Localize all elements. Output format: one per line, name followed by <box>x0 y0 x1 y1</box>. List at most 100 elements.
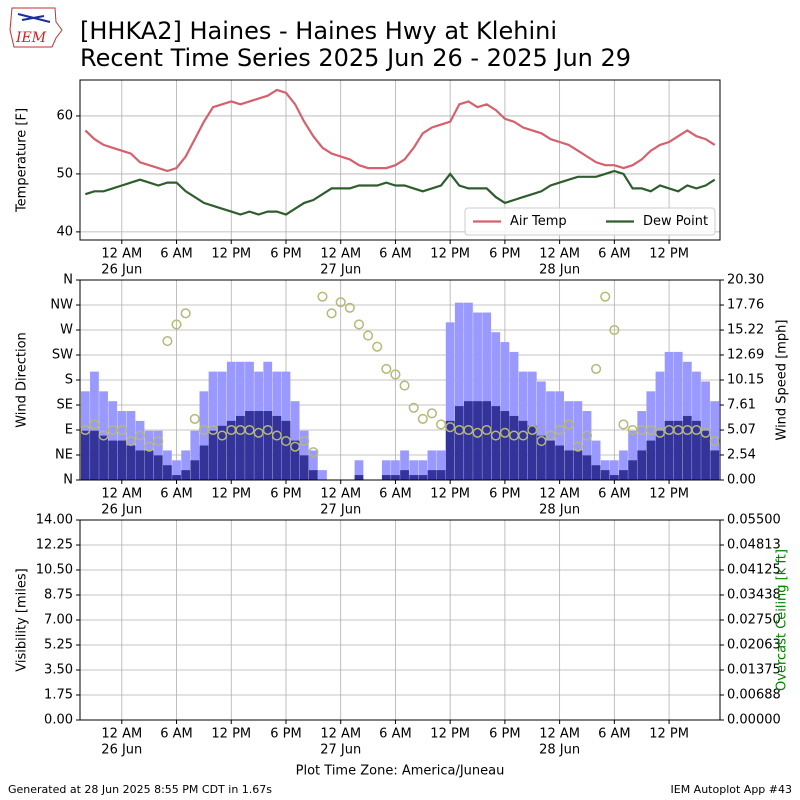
bar <box>701 430 710 480</box>
point <box>116 424 127 436</box>
x-date-label: 28 Jun <box>539 263 580 278</box>
bar <box>409 475 419 480</box>
y2-tick-label: 0.04813 <box>727 538 781 553</box>
y-tick-label: 10.50 <box>36 563 73 578</box>
bar <box>181 450 191 480</box>
bar <box>381 460 391 480</box>
bar <box>117 440 127 480</box>
x-date-label: 28 Jun <box>539 743 580 758</box>
bar <box>208 430 218 480</box>
panel: 12 AM 6 AM 12 PM 6 PM 12 AM 6 AM 12 PM 6 PM 12 A… <box>15 513 790 779</box>
bar <box>473 401 482 480</box>
point <box>317 291 328 302</box>
bar <box>299 455 309 480</box>
bar <box>427 450 437 480</box>
y-tick-label: 60 <box>56 108 73 123</box>
bar <box>473 312 482 480</box>
bar <box>500 411 510 480</box>
x-tick-label: 6 AM <box>160 487 193 502</box>
bar <box>673 420 683 480</box>
bar <box>609 475 619 480</box>
bar <box>582 455 592 480</box>
point <box>262 424 273 436</box>
point <box>581 430 593 441</box>
x-tick-label: 12 AM <box>539 247 580 262</box>
bar <box>172 475 181 480</box>
bar <box>391 475 400 480</box>
point <box>481 424 492 436</box>
point <box>554 424 565 436</box>
point <box>153 436 164 447</box>
x-date-label: 27 Jun <box>320 263 361 278</box>
title-line: Recent Time Series 2025 Jun 26 - 2025 Ju… <box>80 44 631 72</box>
bar <box>454 302 464 480</box>
y2-tick-label: 0.05500 <box>727 513 781 528</box>
y2-tick-label: 0.00000 <box>727 713 781 728</box>
x-tick-label: 6 PM <box>489 487 520 502</box>
x-tick-label: 12 AM <box>320 727 361 742</box>
line <box>84 88 716 173</box>
bar <box>555 391 564 480</box>
bar <box>628 460 637 480</box>
point <box>399 380 410 391</box>
bar <box>509 415 519 480</box>
bar <box>664 351 674 480</box>
plot-frame <box>79 79 721 241</box>
bar <box>637 411 647 480</box>
point <box>700 427 711 438</box>
y-tick-label: 0.00 <box>44 713 73 728</box>
x-tick-label: 12 PM <box>430 247 470 262</box>
bar <box>628 430 637 480</box>
logo-text: IEM <box>15 30 47 46</box>
bar <box>582 411 592 480</box>
point <box>618 419 629 430</box>
point <box>308 447 319 458</box>
point <box>600 291 611 302</box>
x-tick-label: 6 AM <box>160 247 193 262</box>
bar <box>482 401 492 480</box>
bar <box>409 460 419 480</box>
point <box>445 422 456 433</box>
point <box>381 363 392 374</box>
y-tick-label: 7.00 <box>44 613 73 628</box>
point <box>144 441 155 452</box>
bar <box>518 420 528 480</box>
x-tick-label: 6 AM <box>160 727 193 742</box>
bar <box>135 450 145 480</box>
bar <box>245 411 254 480</box>
bar <box>354 460 364 480</box>
legend: Air Temp Dew Point <box>464 207 716 236</box>
y-axis-label: Wind Direction <box>15 332 30 428</box>
series-group <box>84 88 716 216</box>
x-tick-label: 12 AM <box>320 247 361 262</box>
point <box>490 430 501 441</box>
x-tick-label: 12 AM <box>320 487 361 502</box>
bar <box>646 440 656 480</box>
bar <box>254 411 264 480</box>
footer-left: Generated at 28 Jun 2025 8:55 PM CDT in … <box>8 783 272 796</box>
bar <box>190 460 200 480</box>
y2-tick-label: 20.30 <box>727 273 764 288</box>
y2-tick-label: 0.00688 <box>727 688 781 703</box>
y2-tick-label: 0.02063 <box>727 638 781 653</box>
bar <box>555 445 564 480</box>
bar <box>381 475 391 480</box>
bar <box>217 425 227 480</box>
x-tick-label: 6 AM <box>598 487 631 502</box>
bar <box>308 470 318 480</box>
y2-tick-label: 5.07 <box>727 423 756 438</box>
bar <box>546 391 555 480</box>
bar <box>482 312 492 480</box>
legend-label: Dew Point <box>643 214 708 229</box>
y-tick-label: S <box>65 373 73 388</box>
x-tick-label: 6 AM <box>379 727 412 742</box>
bar <box>418 460 428 480</box>
bar <box>226 420 236 480</box>
y-tick-label: N <box>63 473 73 488</box>
y-tick-label: 5.25 <box>44 638 73 653</box>
point <box>299 436 310 447</box>
y-tick-label: W <box>60 323 73 338</box>
x-axis-label: Plot Time Zone: America/Juneau <box>296 764 505 779</box>
logo-mark <box>17 13 51 23</box>
point <box>134 430 146 441</box>
